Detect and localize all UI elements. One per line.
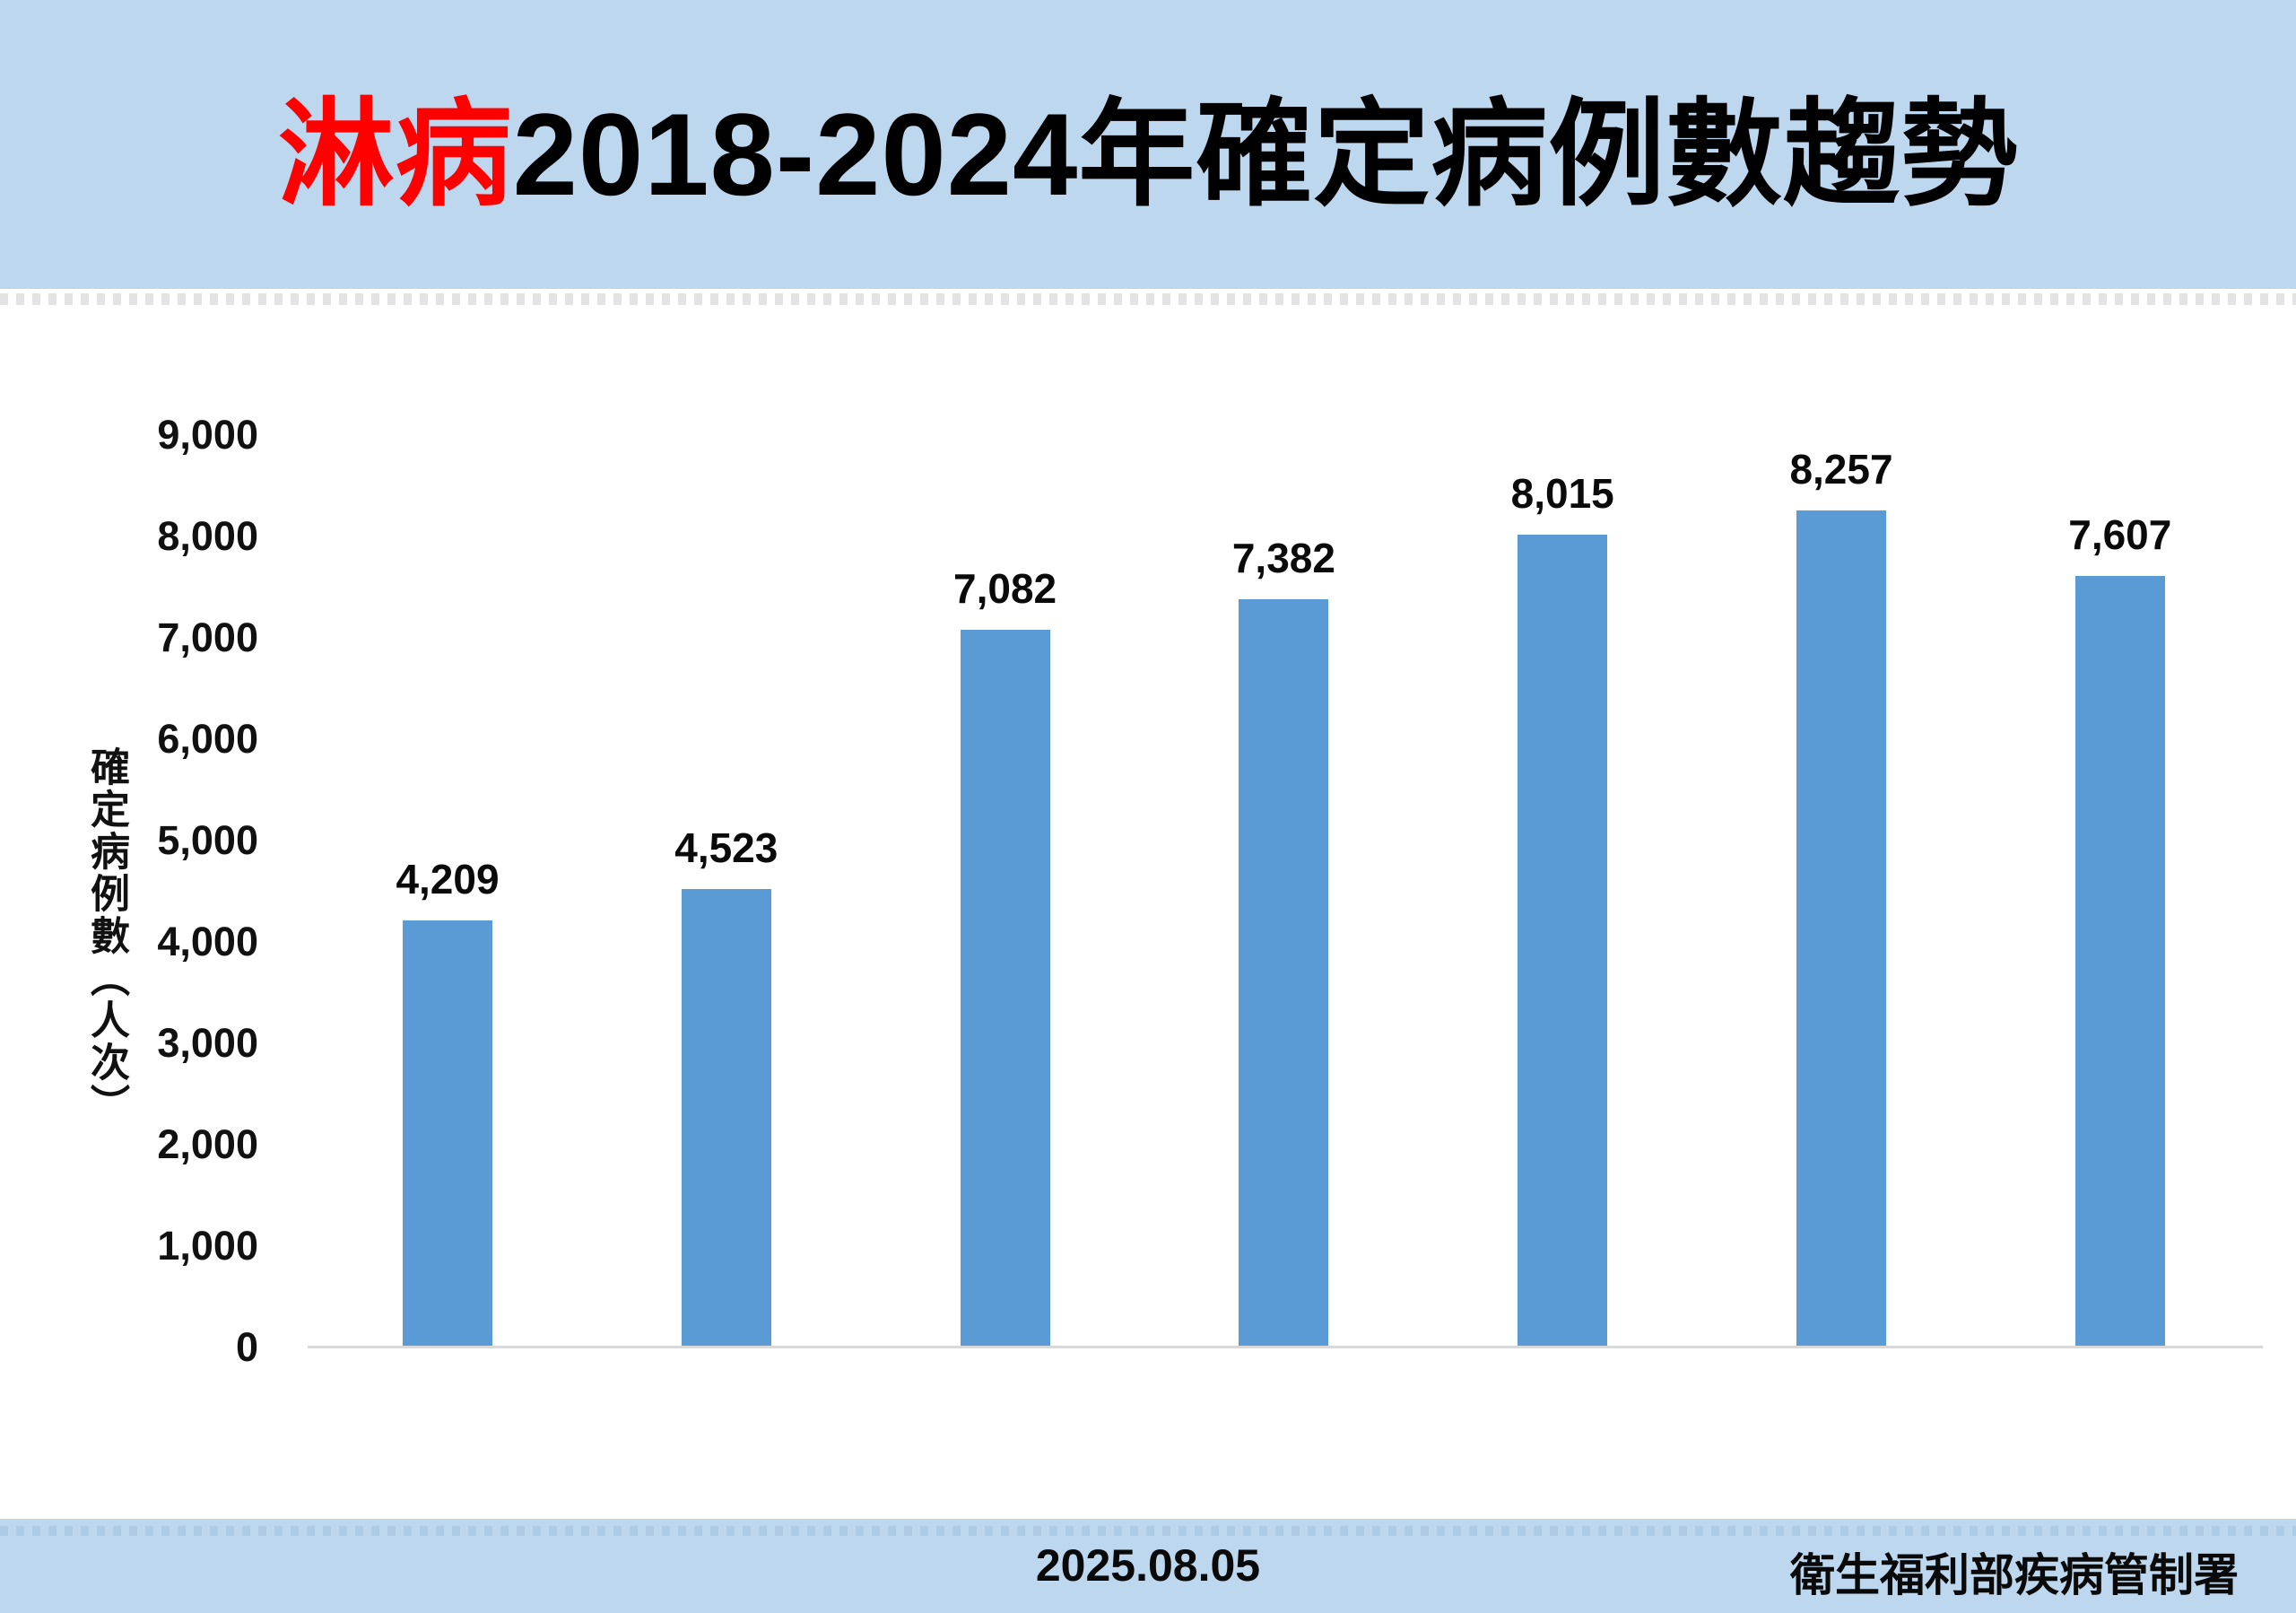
y-tick-label-0: 0 <box>235 1324 258 1370</box>
y-axis-title: 確定病例數（人次） <box>84 746 128 1126</box>
y-tick-label-2000: 2,000 <box>157 1121 258 1167</box>
value-label-2021: 7,382 <box>1231 534 1335 581</box>
value-label-2018: 4,209 <box>396 856 500 903</box>
y-tick-label-4000: 4,000 <box>157 919 258 964</box>
bar-2024 <box>2074 576 2165 1347</box>
y-tick-label-5000: 5,000 <box>157 817 258 863</box>
bar-2022 <box>1518 535 1608 1347</box>
page-title-rest: 2018-2024年確定病例數趨勢 <box>512 89 2019 220</box>
bar-2020 <box>960 629 1050 1347</box>
x-axis-line <box>308 1346 2263 1348</box>
y-tick-label-7000: 7,000 <box>157 615 258 660</box>
bar-2019 <box>681 888 771 1347</box>
bar-2018 <box>403 920 492 1347</box>
y-tick-label-3000: 3,000 <box>157 1020 258 1066</box>
page-title: 淋病2018-2024年確定病例數趨勢 <box>278 60 2019 229</box>
value-label-2023: 8,257 <box>1789 445 1893 493</box>
footer-perforation-line <box>0 1526 2296 1536</box>
value-label-2020: 7,082 <box>953 564 1057 612</box>
footer-agency: 衛生福利部疾病管制署 <box>1790 1550 2239 1600</box>
value-label-2019: 4,523 <box>674 824 778 871</box>
footer-date: 2025.08.05 <box>1035 1540 1261 1591</box>
y-tick-label-9000: 9,000 <box>157 412 258 458</box>
y-tick-label-6000: 6,000 <box>157 716 258 762</box>
y-tick-label-1000: 1,000 <box>157 1223 258 1269</box>
page-title-disease-name: 淋病 <box>277 89 513 220</box>
header-perforation-line <box>0 293 2296 305</box>
value-label-2024: 7,607 <box>2068 511 2172 559</box>
bar-chart-plot-area: 0 1,000 2,000 3,000 4,000 5,000 6,000 7,000 8,00… <box>0 289 2296 1519</box>
bar-2023 <box>1796 510 1886 1347</box>
header-band: 淋病2018-2024年確定病例數趨勢 <box>0 0 2296 289</box>
y-tick-label-8000: 8,000 <box>157 513 258 559</box>
value-label-2022: 8,015 <box>1510 470 1614 518</box>
bar-2021 <box>1239 598 1329 1347</box>
